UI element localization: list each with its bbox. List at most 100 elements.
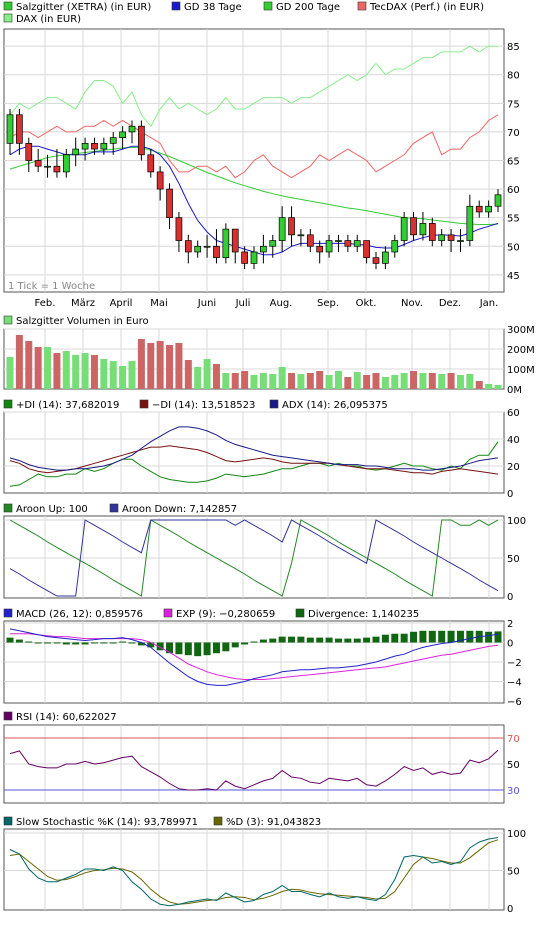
- legend-swatch: [3, 1, 13, 11]
- legend-label: DAX (in EUR): [16, 14, 81, 25]
- volume-bar: [166, 345, 174, 389]
- y-tick-label: −6: [507, 697, 522, 708]
- candle-body: [410, 217, 417, 236]
- candle-body: [109, 137, 117, 144]
- legend-item: ADX (14): 26,095375: [269, 399, 388, 411]
- candle: [410, 211, 417, 241]
- legend-swatch: [263, 1, 273, 11]
- dax-line: [9, 45, 498, 128]
- volume-bar: [419, 373, 427, 389]
- candle-body: [269, 240, 277, 247]
- volume-bar: [81, 353, 89, 389]
- volume-bar: [297, 374, 305, 389]
- aroon-up-line: [9, 519, 499, 597]
- legend-label: +DI (14): 37,682019: [16, 400, 119, 411]
- candle: [316, 240, 324, 264]
- candle: [203, 234, 211, 258]
- candle-body: [72, 148, 80, 156]
- legend-label: Aroon Up: 100: [16, 504, 88, 515]
- legend-label: Salzgitter (XETRA) (in EUR): [16, 2, 151, 13]
- volume-bar: [363, 375, 371, 389]
- legend-label: −DI (14): 13,518523: [152, 400, 255, 411]
- volume-bar: [438, 374, 446, 389]
- candle-body: [363, 240, 370, 259]
- divergence-bar: [372, 636, 380, 643]
- legend-swatch: [3, 503, 13, 513]
- legend-swatch: [213, 816, 223, 826]
- adx-line: [9, 426, 499, 471]
- candle: [494, 189, 502, 212]
- candle: [278, 206, 286, 252]
- candle-body: [166, 188, 173, 219]
- candle-body: [203, 245, 211, 248]
- divergence-bar: [100, 642, 108, 644]
- exp-line: [10, 633, 499, 680]
- candle-body: [138, 125, 145, 156]
- candle-body: [400, 217, 408, 241]
- y-tick-label: 40: [507, 435, 520, 446]
- volume-bar: [44, 347, 52, 389]
- legend-label: TecDAX (Perf.) (in EUR): [369, 2, 484, 13]
- candle: [344, 234, 352, 252]
- candle-body: [241, 251, 248, 264]
- candle-body: [260, 245, 267, 253]
- divergence-bar: [485, 631, 493, 643]
- divergence-bar: [90, 642, 98, 644]
- divergence-bar: [456, 630, 464, 643]
- volume-bar: [119, 366, 127, 389]
- volume-bar: [212, 364, 220, 389]
- candle: [231, 228, 239, 264]
- y-tick-label: −2: [507, 658, 522, 669]
- y-tick-label: 100M: [507, 365, 535, 376]
- candle: [119, 126, 126, 150]
- month-label: Sep.: [317, 298, 339, 309]
- divergence-bar: [53, 642, 61, 644]
- stoch-d-line: [9, 839, 499, 905]
- candle-body: [353, 240, 361, 247]
- candle-body: [466, 205, 474, 241]
- divergence-bar: [156, 642, 164, 651]
- volume-bar: [222, 373, 230, 389]
- candle: [109, 131, 117, 155]
- y-tick-label: 200M: [507, 345, 535, 356]
- candle-body: [494, 194, 502, 207]
- candle-body: [53, 165, 61, 173]
- divergence-bar: [15, 639, 23, 643]
- candle-body: [382, 251, 389, 264]
- divergence-bar: [231, 642, 239, 648]
- candle: [269, 234, 277, 258]
- month-label: Juni: [197, 298, 216, 309]
- month-label: März: [71, 298, 95, 309]
- candle-body: [485, 205, 492, 213]
- divergence-bar: [494, 631, 502, 643]
- volume-bar: [485, 384, 493, 389]
- divergence-bar: [44, 642, 52, 644]
- legend-item: Aroon Down: 7,142857: [109, 503, 237, 515]
- candle: [100, 137, 108, 155]
- legend-item: EXP (9): −0,280659: [163, 608, 275, 620]
- legend-swatch: [3, 711, 13, 721]
- divergence-bar: [363, 637, 371, 643]
- month-label: Mai: [150, 298, 168, 309]
- divergence-bar: [447, 630, 455, 643]
- divergence-bar: [203, 642, 211, 656]
- candle-body: [119, 131, 126, 138]
- y-tick-label: 0: [507, 592, 513, 603]
- month-label: Feb.: [35, 298, 56, 309]
- volume-panel: Salzgitter Volumen in Euro 300M 200M 100M 0M: [3, 315, 535, 396]
- volume-bar: [184, 360, 192, 389]
- divergence-bar: [147, 642, 155, 648]
- volume-bar: [34, 347, 42, 389]
- candle-body: [81, 142, 89, 150]
- volume-bar: [456, 375, 464, 389]
- volume-bar: [334, 371, 342, 389]
- month-label: Juli: [235, 298, 251, 309]
- divergence-bar: [128, 642, 136, 644]
- candle-body: [6, 114, 14, 144]
- legend-label: EXP (9): −0,280659: [176, 609, 275, 620]
- legend-label: RSI (14): 60,622027: [16, 712, 117, 723]
- candle: [62, 149, 70, 178]
- candle-body: [34, 160, 42, 167]
- candle-body: [391, 240, 399, 253]
- volume-bar: [344, 377, 352, 389]
